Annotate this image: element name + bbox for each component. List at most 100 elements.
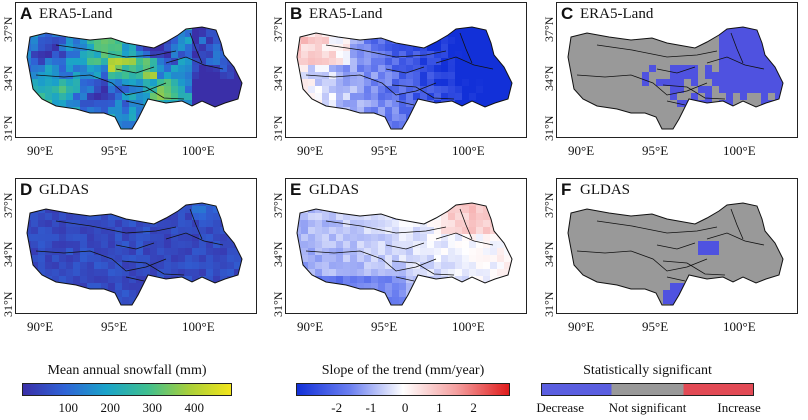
- grid-cell: [782, 203, 783, 206]
- grid-cell: [649, 206, 656, 213]
- grid-cell: [628, 114, 635, 121]
- grid-cell: [66, 58, 73, 65]
- grid-cell: [357, 234, 364, 241]
- y-tick-label: 37°N: [271, 192, 285, 218]
- grid-cell: [726, 213, 733, 220]
- grid-cell: [705, 304, 712, 305]
- grid-cell: [66, 114, 73, 121]
- grid-cell: [143, 58, 150, 65]
- grid-cell: [357, 58, 364, 65]
- region-map: [567, 26, 784, 130]
- grid-cell: [504, 276, 511, 283]
- grid-cell: [649, 276, 656, 283]
- grid-cell: [740, 65, 747, 72]
- grid-cell: [497, 86, 504, 93]
- grid-cell: [448, 255, 455, 262]
- grid-cell: [656, 107, 663, 114]
- grid-cell: [171, 269, 178, 276]
- grid-cell: [579, 290, 586, 297]
- grid-cell: [568, 79, 572, 86]
- grid-cell: [94, 30, 101, 37]
- grid-cell: [234, 297, 241, 304]
- grid-cell: [136, 276, 143, 283]
- grid-cell: [336, 27, 343, 30]
- grid-cell: [164, 206, 171, 213]
- grid-cell: [385, 220, 392, 227]
- grid-cell: [213, 37, 220, 44]
- grid-cell: [185, 304, 192, 305]
- grid-cell: [199, 227, 206, 234]
- grid-cell: [343, 262, 350, 269]
- grid-cell: [199, 65, 206, 72]
- grid-cell: [115, 203, 122, 206]
- grid-cell: [726, 72, 733, 79]
- grid-cell: [448, 44, 455, 51]
- grid-cell: [691, 269, 698, 276]
- grid-cell: [663, 276, 670, 283]
- grid-cell: [684, 290, 691, 297]
- grid-cell: [192, 51, 199, 58]
- grid-cell: [621, 30, 628, 37]
- grid-cell: [94, 234, 101, 241]
- grid-cell: [122, 27, 129, 30]
- grid-cell: [663, 220, 670, 227]
- grid-cell: [747, 206, 754, 213]
- grid-cell: [607, 65, 614, 72]
- grid-cell: [455, 128, 462, 129]
- grid-cell: [614, 79, 621, 86]
- grid-cell: [607, 51, 614, 58]
- grid-cell: [656, 255, 663, 262]
- grid-cell: [462, 93, 469, 100]
- grid-cell: [504, 290, 511, 297]
- x-tick-label: 95°E: [371, 319, 398, 334]
- grid-cell: [483, 128, 490, 129]
- grid-cell: [115, 27, 122, 30]
- grid-cell: [747, 30, 754, 37]
- grid-cell: [371, 276, 378, 283]
- grid-cell: [322, 93, 329, 100]
- grid-cell: [136, 206, 143, 213]
- grid-cell: [94, 114, 101, 121]
- grid-cell: [614, 65, 621, 72]
- grid-cell: [115, 227, 122, 234]
- grid-cell: [691, 107, 698, 114]
- grid-cell: [206, 37, 213, 44]
- grid-cell: [649, 234, 656, 241]
- grid-cell: [171, 65, 178, 72]
- grid-cell: [427, 206, 434, 213]
- grid-cell: [80, 234, 87, 241]
- grid-cell: [705, 227, 712, 234]
- grid-cell: [371, 121, 378, 128]
- grid-cell: [670, 276, 677, 283]
- grid-cell: [241, 128, 242, 129]
- grid-cell: [568, 128, 572, 129]
- grid-cell: [726, 86, 733, 93]
- grid-cell: [469, 227, 476, 234]
- grid-cell: [185, 65, 192, 72]
- grid-cell: [241, 220, 242, 227]
- grid-cell: [171, 100, 178, 107]
- grid-cell: [719, 297, 726, 304]
- grid-cell: [656, 79, 663, 86]
- grid-cell: [441, 86, 448, 93]
- grid-cell: [59, 65, 66, 72]
- grid-cell: [740, 27, 747, 30]
- grid-cell: [192, 128, 199, 129]
- grid-cell: [108, 283, 115, 290]
- grid-cell: [663, 297, 670, 304]
- grid-cell: [747, 297, 754, 304]
- grid-cell: [350, 290, 357, 297]
- grid-cell: [642, 72, 649, 79]
- grid-cell: [614, 213, 621, 220]
- grid-cell: [441, 79, 448, 86]
- grid-cell: [392, 203, 399, 206]
- grid-cell: [621, 262, 628, 269]
- grid-cell: [656, 248, 663, 255]
- grid-cell: [413, 297, 420, 304]
- grid-cell: [782, 51, 783, 58]
- grid-cell: [768, 121, 775, 128]
- basin-boundary: [596, 44, 765, 70]
- grid-cell: [350, 58, 357, 65]
- grid-cell: [427, 121, 434, 128]
- grid-cell: [192, 79, 199, 86]
